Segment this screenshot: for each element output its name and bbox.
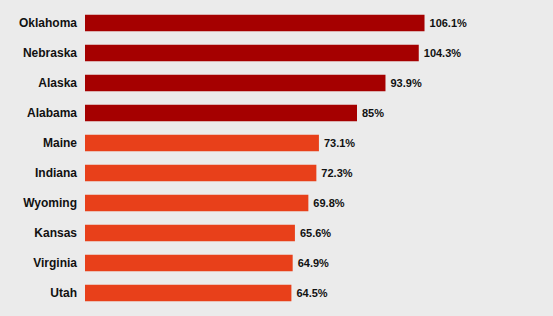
- svg-text:85%: 85%: [362, 107, 384, 119]
- svg-text:64.5%: 64.5%: [296, 287, 327, 299]
- svg-text:Oklahoma: Oklahoma: [19, 16, 77, 30]
- svg-text:64.9%: 64.9%: [298, 257, 329, 269]
- svg-text:Alaska: Alaska: [38, 76, 77, 90]
- svg-text:104.3%: 104.3%: [424, 47, 462, 59]
- svg-text:Virginia: Virginia: [33, 256, 77, 270]
- svg-text:Utah: Utah: [50, 286, 77, 300]
- svg-text:Nebraska: Nebraska: [23, 46, 77, 60]
- svg-text:69.8%: 69.8%: [313, 197, 344, 209]
- svg-text:Wyoming: Wyoming: [23, 196, 77, 210]
- svg-text:Kansas: Kansas: [34, 226, 77, 240]
- svg-text:Alabama: Alabama: [27, 106, 77, 120]
- svg-text:73.1%: 73.1%: [324, 137, 355, 149]
- svg-text:72.3%: 72.3%: [321, 167, 352, 179]
- svg-text:106.1%: 106.1%: [430, 17, 468, 29]
- svg-text:93.9%: 93.9%: [390, 77, 421, 89]
- svg-text:Maine: Maine: [43, 136, 77, 150]
- svg-text:65.6%: 65.6%: [300, 227, 331, 239]
- svg-text:Indiana: Indiana: [35, 166, 77, 180]
